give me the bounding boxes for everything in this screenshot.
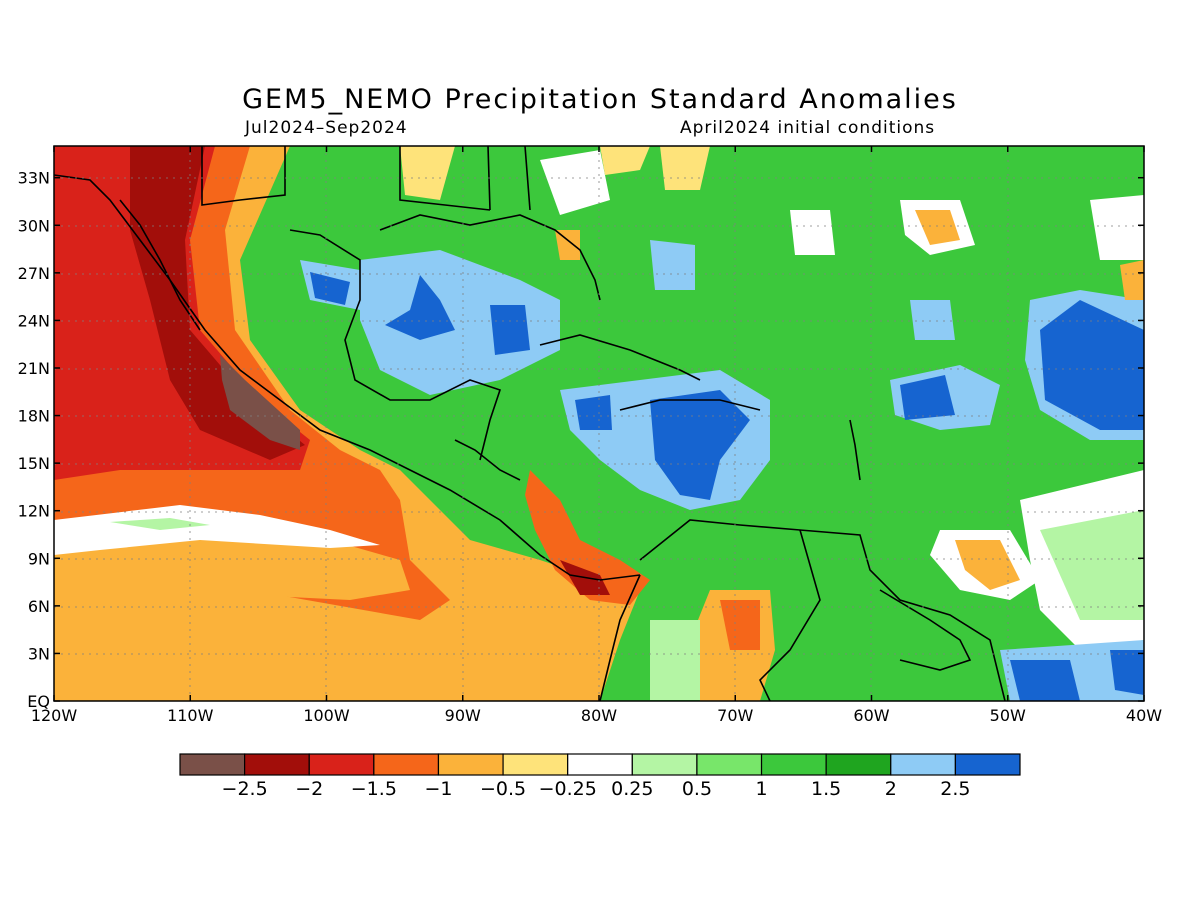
field-atlantic-wet-4 (910, 300, 955, 340)
field-gulf-core-1 (310, 272, 350, 305)
field-sa-wet-light (650, 620, 700, 700)
colorbar-swatch (696, 753, 763, 776)
field-atlantic-core-2 (900, 375, 955, 420)
lat-label: 9N (28, 549, 50, 568)
latitude-labels: EQ 3N 6N 9N 12N 15N 18N 21N 24N 27N 30N 33N (18, 169, 50, 711)
colorbar-swatch (244, 753, 310, 776)
field-neutral-2 (790, 210, 835, 255)
colorbar-label: −0.25 (539, 778, 597, 800)
colorbar-swatch (890, 753, 956, 776)
lon-label: 120W (31, 706, 78, 725)
field-us-dry-1 (400, 146, 455, 200)
map-title: GEM5_NEMO Precipitation Standard Anomali… (242, 84, 958, 115)
lon-label: 100W (303, 706, 350, 725)
field-us-dry-4 (660, 146, 710, 190)
lat-label: 24N (18, 311, 50, 330)
lon-label: 40W (1126, 706, 1162, 725)
graticule (54, 146, 1144, 701)
colorbar-swatch (179, 753, 246, 776)
longitude-labels: 120W 110W 100W 90W 80W 70W 60W 50W 40W (31, 706, 1162, 725)
colorbar-label: −1 (424, 778, 452, 800)
field-neutral-band (54, 505, 380, 555)
lon-label: 80W (581, 706, 617, 725)
field-dry-core (220, 355, 300, 450)
field-atlantic-core (1040, 300, 1144, 430)
lat-label: 12N (18, 502, 50, 521)
colorbar-label: −1.5 (351, 778, 397, 800)
lon-label: 110W (167, 706, 214, 725)
lat-label: 27N (18, 264, 50, 283)
field-pacific-dry-4 (130, 146, 305, 460)
field-neutral-3 (1090, 195, 1144, 260)
field-us-neutral (540, 150, 610, 215)
colorbar-swatch (567, 753, 633, 776)
colorbar-label: 2.5 (940, 778, 970, 800)
colorbar-label: 1 (755, 778, 767, 800)
colorbar-swatch (825, 753, 892, 776)
field-gulf-wet (360, 250, 560, 395)
lat-label: 33N (18, 169, 50, 188)
colorbar-label: −0.5 (480, 778, 526, 800)
field-sa-dry-core (720, 600, 760, 650)
lat-label: 3N (28, 644, 50, 663)
initial-conditions: April2024 initial conditions (680, 118, 936, 138)
colorbar-swatch (308, 753, 375, 776)
field-equatorial-core (1010, 650, 1144, 701)
lon-label: 60W (853, 706, 889, 725)
colorbar-swatch (760, 753, 827, 776)
field-atlantic-wet-1 (650, 240, 695, 290)
lat-label: 21N (18, 359, 50, 378)
coastlines (54, 146, 1006, 701)
colorbar-swatch (631, 753, 698, 776)
axis-ticks (53, 146, 1145, 702)
lat-label: EQ (27, 692, 50, 711)
colorbar-label: 1.5 (811, 778, 841, 800)
forecast-period: Jul2024–Sep2024 (245, 118, 408, 138)
colorbar-swatch (437, 753, 504, 776)
field-wet-patch-2 (1040, 510, 1144, 620)
field-costa-rica (525, 470, 650, 605)
lat-label: 6N (28, 597, 50, 616)
lon-label: 70W (717, 706, 753, 725)
colorbar-label: 0.25 (611, 778, 653, 800)
field-dry-patch-3 (955, 540, 1020, 590)
lon-label: 90W (445, 706, 481, 725)
lat-label: 30N (18, 216, 50, 235)
colorbar (179, 753, 1021, 776)
colorbar-swatch (373, 753, 440, 776)
colorbar-label: 2 (885, 778, 897, 800)
lat-label: 15N (18, 454, 50, 473)
colorbar-swatch (502, 753, 569, 776)
field-us-dry-3 (555, 230, 580, 260)
field-gulf-core-2 (385, 275, 455, 340)
lon-label: 50W (990, 706, 1026, 725)
field-gulf-core-3 (490, 305, 530, 355)
field-wet-patch (110, 518, 210, 530)
colorbar-label: −2 (295, 778, 323, 800)
lat-label: 18N (18, 407, 50, 426)
colorbar-label: 0.5 (682, 778, 712, 800)
field-dry-patch-2 (1120, 260, 1144, 300)
field-caribbean-core-2 (575, 395, 612, 430)
colorbar-label: −2.5 (222, 778, 268, 800)
field-dry-patch-1 (915, 210, 960, 245)
field-us-dry-2 (600, 146, 650, 175)
colorbar-swatch (954, 753, 1021, 776)
colorbar-labels: −2.5 −2 −1.5 −1 −0.5 −0.25 0.25 0.5 1 1.5 2 2.5 (222, 778, 971, 800)
field-caribbean-core (650, 390, 750, 500)
